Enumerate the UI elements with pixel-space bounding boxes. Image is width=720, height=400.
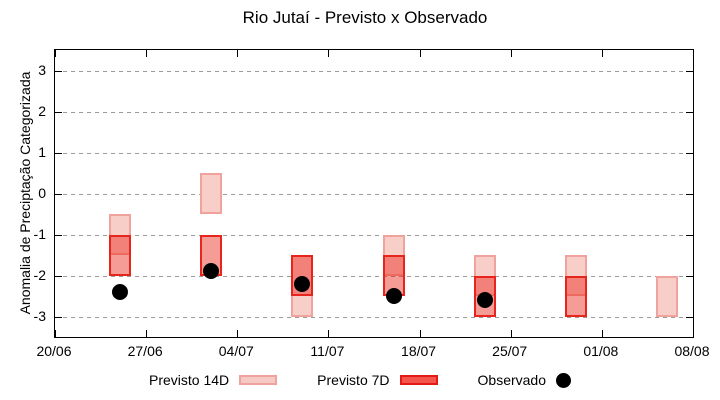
x-tick-label: 20/06 [36, 343, 72, 359]
y-tick-label: 3 [38, 61, 46, 78]
y-tick-left [55, 111, 62, 113]
legend: Previsto 14D Previsto 7D Observado [0, 372, 720, 388]
y-tick-label: -3 [33, 307, 46, 324]
previsto-7d-swatch-icon [399, 375, 438, 385]
x-tick-top [146, 50, 148, 57]
range-box-previsto-7d [109, 234, 132, 276]
x-tick-label: 27/06 [127, 343, 163, 359]
y-tick-left [55, 70, 62, 72]
observado-point [112, 283, 129, 300]
y-tick-label: -1 [33, 225, 46, 242]
gridline [55, 152, 693, 154]
range-box-previsto-7d [564, 275, 587, 317]
x-tick-top [510, 50, 512, 57]
y-tick-label: 1 [38, 143, 46, 160]
observado-point [203, 263, 220, 280]
y-tick-right [686, 316, 693, 318]
y-tick-label: 0 [38, 184, 46, 201]
x-tick-top [601, 50, 603, 57]
observado-point [385, 288, 402, 304]
x-tick-top [419, 50, 421, 57]
x-tick-label: 25/07 [492, 343, 528, 359]
y-tick-left [55, 275, 62, 277]
y-tick-right [686, 70, 693, 72]
y-tick-right [686, 193, 693, 195]
x-tick-bottom [146, 330, 148, 337]
x-tick-bottom [601, 330, 603, 337]
observado-dot-icon [556, 372, 571, 388]
gridline [55, 234, 693, 236]
x-tick-top [328, 50, 330, 57]
x-tick-label: 11/07 [310, 343, 345, 359]
observado-point [476, 292, 493, 309]
x-tick-bottom [693, 330, 694, 337]
x-tick-top [55, 50, 56, 57]
x-tick-bottom [328, 330, 330, 337]
x-tick-top [237, 50, 239, 57]
legend-item-observado: Observado [478, 372, 571, 388]
gridline [55, 193, 693, 195]
x-tick-label: 01/08 [583, 343, 619, 359]
plot-area [54, 49, 694, 338]
y-tick-label: 2 [38, 102, 46, 119]
y-tick-left [55, 316, 62, 318]
y-tick-right [686, 111, 693, 113]
y-tick-left [55, 152, 62, 154]
previsto-14d-swatch-icon [239, 375, 278, 385]
gridline [55, 275, 693, 277]
legend-label-observado: Observado [477, 372, 546, 388]
legend-label-previsto-7d: Previsto 7D [317, 372, 390, 388]
x-tick-label: 08/08 [674, 343, 710, 359]
x-tick-bottom [510, 330, 512, 337]
x-tick-top [693, 50, 694, 57]
x-tick-bottom [419, 330, 421, 337]
y-tick-label: -2 [33, 266, 46, 283]
x-tick-bottom [55, 330, 56, 337]
y-tick-right [686, 152, 693, 154]
chart-title: Rio Jutaí - Previsto x Observado [242, 8, 488, 27]
range-box-previsto-14d [200, 173, 223, 214]
x-tick-bottom [237, 330, 239, 337]
gridline [55, 70, 693, 72]
y-tick-right [686, 234, 693, 236]
x-tick-label: 18/07 [401, 343, 437, 359]
legend-item-previsto-7d: Previsto 7D [317, 372, 438, 388]
gridline [55, 111, 693, 113]
legend-item-previsto-14d: Previsto 14D [149, 372, 278, 388]
y-tick-left [55, 234, 62, 236]
y-tick-left [55, 193, 62, 195]
legend-label-previsto-14d: Previsto 14D [149, 372, 230, 388]
gridline [55, 316, 693, 318]
y-tick-right [686, 275, 693, 277]
range-box-previsto-14d [655, 275, 678, 317]
observado-point [294, 275, 311, 292]
x-tick-label: 04/07 [218, 343, 254, 359]
